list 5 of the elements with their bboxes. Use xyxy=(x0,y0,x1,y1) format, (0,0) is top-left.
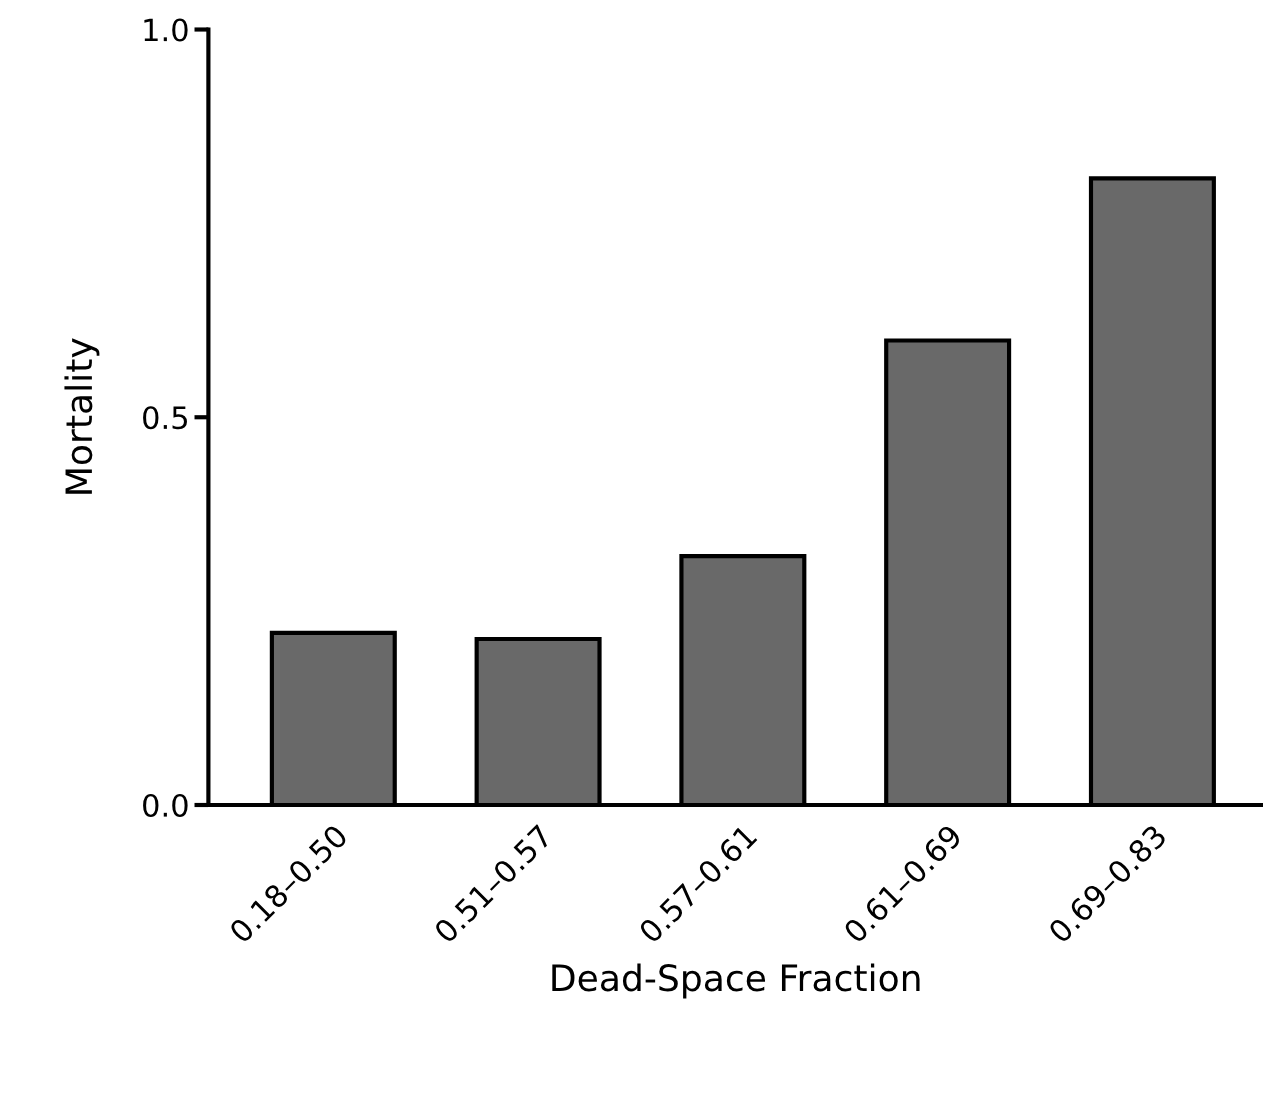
y-tick-label: 1.0 xyxy=(144,18,188,42)
y-tick-label: 0.5 xyxy=(143,406,187,430)
y-axis-title: Mortality xyxy=(64,338,100,494)
y-tick-label: 0.0 xyxy=(143,793,188,818)
x-axis-title: Dead-Space Fraction xyxy=(552,963,920,999)
